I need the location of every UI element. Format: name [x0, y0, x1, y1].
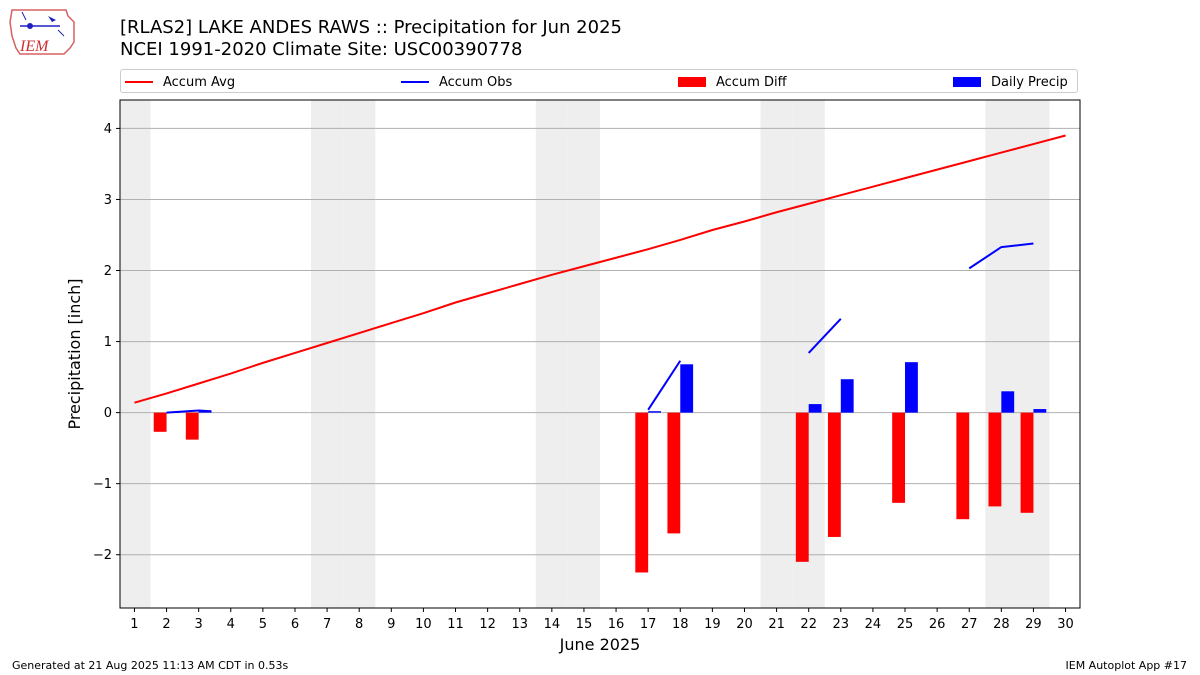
weekend-shade-day-7	[311, 100, 344, 608]
weekend-shade-day-28	[985, 100, 1018, 608]
weekend-shade-day-1	[120, 100, 151, 608]
accum-obs-line	[647, 360, 682, 411]
svg-text:IEM: IEM	[19, 38, 50, 55]
y-tick-label: 3	[104, 193, 112, 208]
chart-title: [RLAS2] LAKE ANDES RAWS :: Precipitation…	[120, 17, 622, 38]
y-tick-label: −2	[93, 548, 112, 563]
x-tick-label: 18	[672, 617, 689, 632]
x-tick-label: 26	[929, 617, 946, 632]
legend-item-accum-obs: Accum Obs	[401, 73, 512, 91]
app-credit: IEM Autoplot App #17	[1065, 659, 1188, 672]
x-tick-label: 4	[227, 617, 235, 632]
legend-item-daily-precip: Daily Precip	[953, 73, 1068, 91]
x-tick-label: 22	[800, 617, 817, 632]
accum-diff-bar	[635, 412, 649, 573]
accum-diff-bar	[1020, 412, 1034, 513]
weekend-shade-day-8	[343, 100, 376, 608]
x-tick-label: 7	[323, 617, 331, 632]
x-tick-label: 27	[961, 617, 978, 632]
weekend-shade-day-14	[535, 100, 568, 608]
y-tick-label: 2	[104, 264, 112, 279]
accum-diff-bar	[956, 412, 970, 520]
daily-precip-bar	[1001, 391, 1015, 413]
legend-swatch-daily-precip	[953, 77, 981, 87]
x-tick-label: 23	[833, 617, 850, 632]
x-tick-label: 21	[768, 617, 785, 632]
daily-precip-bar	[840, 379, 854, 413]
x-tick-label: 28	[993, 617, 1010, 632]
y-tick-label: −1	[93, 477, 112, 492]
x-tick-label: 6	[291, 617, 299, 632]
generated-timestamp: Generated at 21 Aug 2025 11:13 AM CDT in…	[12, 659, 289, 672]
x-tick-label: 25	[897, 617, 914, 632]
daily-precip-bar	[680, 364, 694, 413]
legend-item-accum-avg: Accum Avg	[125, 73, 235, 91]
legend-swatch-accum-diff	[678, 77, 706, 87]
x-tick-label: 12	[479, 617, 496, 632]
y-tick-label: 1	[104, 335, 112, 350]
legend-label-accum-obs: Accum Obs	[439, 74, 513, 90]
legend-label-daily-precip: Daily Precip	[991, 74, 1068, 90]
x-tick-label: 2	[162, 617, 170, 632]
plot-frame	[119, 99, 1081, 609]
chart-legend: Accum Avg Accum Obs Accum Diff Daily Pre…	[120, 69, 1078, 93]
accum-obs-line	[807, 318, 842, 354]
x-tick-label: 24	[865, 617, 882, 632]
x-tick-label: 9	[387, 617, 395, 632]
iem-logo: IEM	[8, 6, 80, 58]
x-tick-label: 13	[511, 617, 528, 632]
x-tick-label: 3	[195, 617, 203, 632]
daily-precip-bar	[198, 411, 212, 413]
accum-avg-line	[134, 134, 1066, 404]
x-tick-label: 5	[259, 617, 267, 632]
accum-diff-bar	[795, 412, 809, 562]
x-tick-label: 16	[608, 617, 625, 632]
chart-subtitle: NCEI 1991-2020 Climate Site: USC00390778	[120, 39, 523, 60]
accum-diff-bar	[667, 412, 681, 534]
x-tick-label: 19	[704, 617, 721, 632]
accum-diff-bar	[153, 412, 167, 432]
y-tick-label: 0	[104, 406, 112, 421]
accum-diff-bar	[185, 412, 199, 440]
legend-swatch-accum-avg	[125, 81, 153, 83]
weekend-shade-day-29	[1017, 100, 1050, 608]
legend-item-accum-diff: Accum Diff	[678, 73, 787, 91]
weekend-shade-day-21	[760, 100, 793, 608]
x-tick-label: 8	[355, 617, 363, 632]
x-tick-label: 15	[576, 617, 593, 632]
accum-obs-line	[968, 242, 1034, 270]
x-tick-label: 17	[640, 617, 657, 632]
x-tick-label: 11	[447, 617, 464, 632]
x-tick-label: 29	[1025, 617, 1042, 632]
accum-obs-line	[166, 409, 212, 414]
daily-precip-bar	[905, 362, 918, 413]
daily-precip-bar	[648, 411, 662, 413]
legend-swatch-accum-obs	[401, 81, 429, 83]
legend-label-accum-avg: Accum Avg	[163, 74, 236, 90]
x-tick-label: 1	[130, 617, 138, 632]
accum-diff-bar	[988, 412, 1002, 507]
y-tick-label: 4	[104, 122, 112, 137]
y-axis-label: Precipitation [inch]	[65, 278, 84, 429]
x-tick-label: 30	[1057, 617, 1074, 632]
x-tick-label: 20	[736, 617, 753, 632]
daily-precip-bar	[808, 404, 822, 413]
weekend-shade-day-15	[567, 100, 600, 608]
accum-diff-bar	[827, 412, 841, 537]
daily-precip-bar	[1033, 409, 1047, 413]
legend-label-accum-diff: Accum Diff	[716, 74, 787, 90]
accum-diff-bar	[892, 412, 906, 503]
x-tick-label: 14	[544, 617, 561, 632]
x-axis-label: June 2025	[559, 635, 641, 654]
x-tick-label: 10	[415, 617, 432, 632]
